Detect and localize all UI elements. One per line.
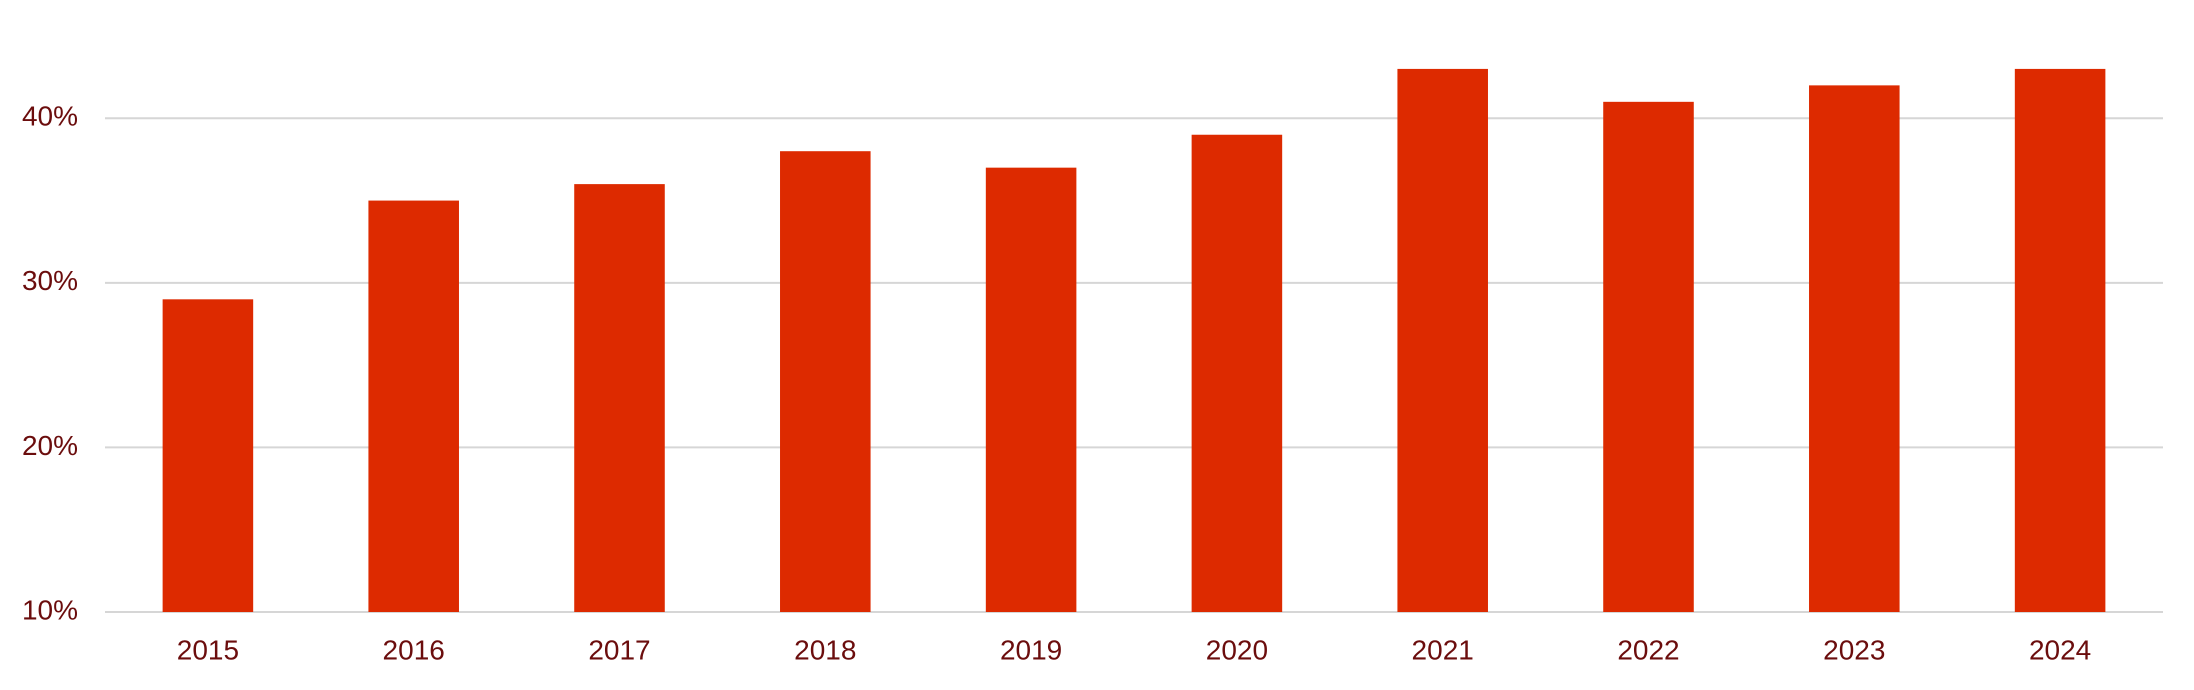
- x-tick-label: 2021: [1412, 634, 1474, 665]
- bar: [985, 167, 1077, 612]
- bar: [162, 299, 254, 612]
- x-tick-label: 2024: [2029, 634, 2091, 665]
- y-tick-label: 10%: [22, 594, 78, 625]
- x-tick-label: 2023: [1823, 634, 1885, 665]
- x-tick-label: 2018: [794, 634, 856, 665]
- x-tick-label: 2015: [177, 634, 239, 665]
- y-tick-label: 30%: [22, 265, 78, 296]
- bar: [1191, 134, 1283, 612]
- bar: [2014, 68, 2106, 612]
- x-tick-label: 2019: [1000, 634, 1062, 665]
- bar: [368, 200, 459, 613]
- x-tick-label: 2022: [1617, 634, 1679, 665]
- x-tick-label: 2017: [588, 634, 650, 665]
- y-tick-label: 20%: [22, 430, 78, 461]
- bar: [574, 184, 665, 612]
- bar: [1603, 101, 1694, 612]
- x-tick-label: 2020: [1206, 634, 1268, 665]
- x-tick-label: 2016: [383, 634, 445, 665]
- y-tick-label: 40%: [22, 101, 78, 132]
- bar: [1397, 68, 1488, 612]
- bar: [780, 151, 871, 612]
- bar: [1809, 85, 1900, 612]
